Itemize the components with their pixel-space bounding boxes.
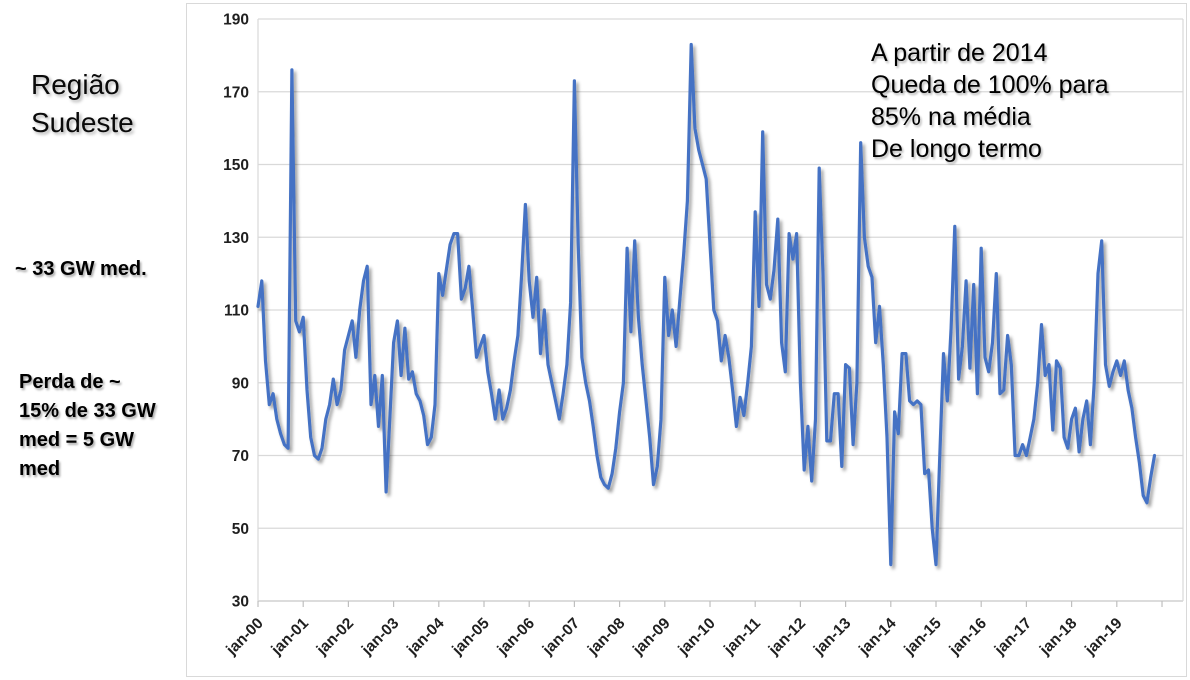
x-tick-label-jan-10: jan-10 xyxy=(674,615,718,659)
x-tick-label-jan-14: jan-14 xyxy=(855,615,900,660)
x-tick-label-jan-04: jan-04 xyxy=(403,615,448,660)
x-tick-label-jan-08: jan-08 xyxy=(584,615,629,660)
x-tick-label-jan-11: jan-11 xyxy=(720,615,764,659)
x-tick-label-jan-16: jan-16 xyxy=(946,615,991,660)
y-tick-label-170: 170 xyxy=(223,84,249,101)
x-tick-label-jan-18: jan-18 xyxy=(1036,615,1081,660)
y-tick-label-50: 50 xyxy=(232,521,249,538)
x-tick-label-jan-06: jan-06 xyxy=(494,615,539,660)
x-tick-label-jan-12: jan-12 xyxy=(765,615,809,659)
x-tick-label-jan-13: jan-13 xyxy=(810,615,855,660)
x-tick-label-jan-09: jan-09 xyxy=(629,615,674,660)
x-tick-label-jan-01: jan-01 xyxy=(268,615,313,660)
y-tick-label-70: 70 xyxy=(232,448,249,465)
x-tick-label-jan-05: jan-05 xyxy=(448,615,493,660)
avg-capacity-note: ~ 33 GW med. xyxy=(15,258,147,280)
y-tick-label-130: 130 xyxy=(223,230,249,247)
y-tick-label-110: 110 xyxy=(224,303,249,320)
y-tick-label-30: 30 xyxy=(232,594,249,611)
x-tick-label-jan-02: jan-02 xyxy=(313,615,357,659)
x-tick-label-jan-15: jan-15 xyxy=(900,615,945,660)
x-tick-label-jan-00: jan-00 xyxy=(222,615,266,659)
y-tick-label-150: 150 xyxy=(223,157,249,174)
x-tick-label-jan-03: jan-03 xyxy=(358,615,403,660)
series-line xyxy=(256,42,1157,567)
x-tick-label-jan-17: jan-17 xyxy=(991,615,1035,659)
annotation-2014: A partir de 2014 Queda de 100% para 85% … xyxy=(871,39,1109,163)
x-tick-label-jan-07: jan-07 xyxy=(539,615,583,659)
x-tick-label-jan-19: jan-19 xyxy=(1081,615,1126,660)
y-tick-label-190: 190 xyxy=(223,12,249,29)
region-title: Região Sudeste xyxy=(31,69,134,138)
y-tick-label-90: 90 xyxy=(232,375,249,392)
loss-note: Perda de ~ 15% de 33 GW med = 5 GW med xyxy=(19,371,156,480)
chart-frame: 30 50 70 90 110 130 150 170 190 jan-00 jan-01 jan-0… xyxy=(186,3,1187,677)
